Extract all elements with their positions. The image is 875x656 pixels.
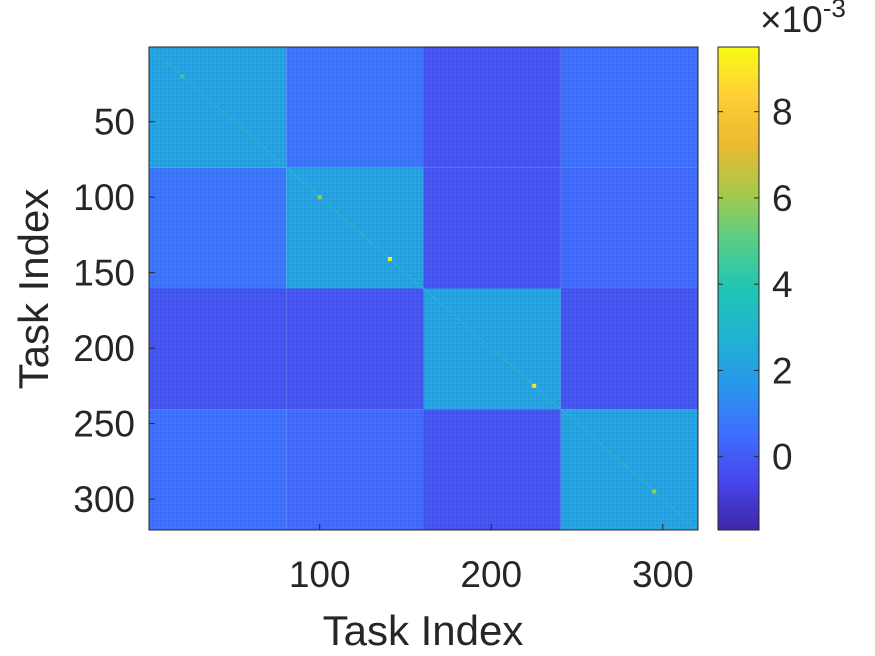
colorbar-ticks: 0 2 4 6 8 xyxy=(718,92,793,478)
colorbar-exponent-base: ×10 xyxy=(760,0,823,40)
colorbar-tick-label: 2 xyxy=(772,350,793,391)
y-tick-label: 50 xyxy=(94,102,135,143)
y-tick-label: 300 xyxy=(73,479,135,520)
x-tick-label: 300 xyxy=(632,554,694,595)
colorbar-tick-label: 8 xyxy=(772,92,793,133)
bright-point-2 xyxy=(532,383,537,388)
colorbar xyxy=(717,46,760,531)
x-tick-label: 100 xyxy=(289,554,351,595)
colorbar-tick-label: 4 xyxy=(772,264,793,305)
bright-point-1 xyxy=(388,257,393,262)
bright-point-4 xyxy=(317,195,322,200)
colorbar-tick-label: 6 xyxy=(772,178,793,219)
y-tick-label: 100 xyxy=(73,177,135,218)
colorbar-exponent-power: -3 xyxy=(823,0,846,23)
y-tick-label: 150 xyxy=(73,253,135,294)
bright-point-5 xyxy=(652,489,657,494)
y-tick-label: 250 xyxy=(73,404,135,445)
y-axis-label: Task Index xyxy=(10,189,57,390)
x-tick-label: 200 xyxy=(460,554,522,595)
y-axis-ticks: 50 100 150 200 250 300 xyxy=(73,102,155,520)
x-axis-label: Task Index xyxy=(323,607,524,654)
colorbar-tick-label: 0 xyxy=(772,437,793,478)
plot-frame xyxy=(148,46,699,531)
colorbar-exponent: ×10-3 xyxy=(760,0,846,40)
diagonal-line xyxy=(149,47,698,530)
bright-point-3 xyxy=(180,74,185,79)
diagonal-points xyxy=(149,47,698,530)
y-tick-label: 200 xyxy=(73,328,135,369)
x-axis-ticks: 100 200 300 xyxy=(289,524,694,595)
